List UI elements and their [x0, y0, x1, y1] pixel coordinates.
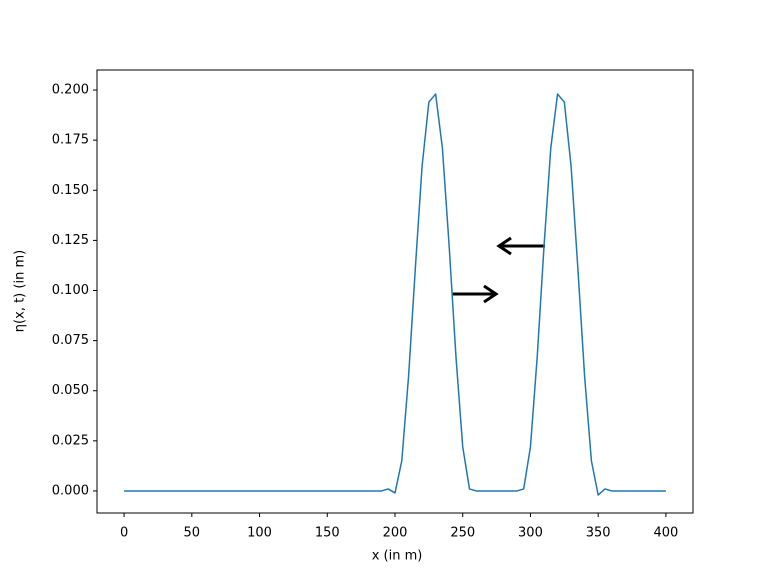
data-line [124, 93, 666, 496]
y-tick-label: 0.100 [52, 283, 89, 298]
y-tick-label: 0.025 [52, 433, 89, 448]
x-tick-label: 200 [383, 526, 408, 541]
x-axis-label: x (in m) [372, 549, 423, 564]
y-tick-label: 0.050 [52, 383, 89, 398]
y-tick-label: 0.200 [52, 83, 89, 98]
y-tick-label: 0.075 [52, 333, 89, 348]
y-tick-label: 0.000 [52, 483, 89, 498]
x-tick-label: 0 [120, 526, 128, 541]
y-tick-label: 0.125 [52, 233, 89, 248]
arrow-left [496, 236, 545, 256]
y-axis-label: η(x, t) (in m) [13, 250, 28, 332]
arrow-right [452, 284, 499, 304]
x-tick-label: 50 [184, 526, 201, 541]
x-tick-label: 350 [586, 526, 611, 541]
x-tick-label: 100 [247, 526, 272, 541]
plot-frame [96, 69, 694, 514]
x-tick-label: 250 [450, 526, 475, 541]
x-tick-label: 300 [518, 526, 543, 541]
x-tick-label: 150 [315, 526, 340, 541]
y-tick-label: 0.150 [52, 183, 89, 198]
y-tick-label: 0.175 [52, 133, 89, 148]
x-tick-label: 400 [653, 526, 678, 541]
